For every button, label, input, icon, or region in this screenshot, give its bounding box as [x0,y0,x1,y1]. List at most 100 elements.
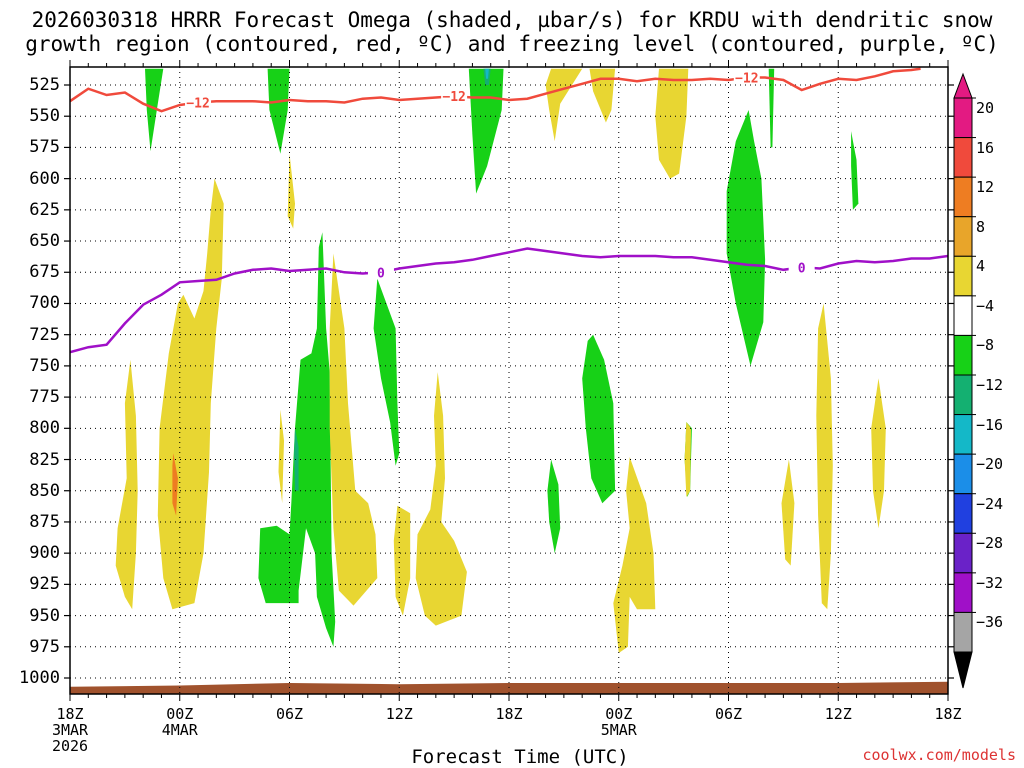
frz-label-0: 0 [377,266,385,281]
ytick-label: 575 [29,137,60,158]
xtick-label: 18Z [469,706,549,754]
xtick-label: 18Z [934,705,962,723]
colorbar-label: −4 [976,296,995,315]
omega-region-2 [468,68,504,194]
ytick-label: 550 [29,106,60,127]
colorbar-label: −16 [976,415,1004,434]
site-credit: coolwx.com/models [862,746,1016,764]
dgz-label-2-bg [733,69,760,85]
xtick-sub1 [469,722,549,738]
xtick-label: 18Z 3MAR 2026 [30,706,110,754]
dgz-label-0: −12 [186,96,209,111]
colorbar-top-arrow [953,72,973,99]
colorbar-label: 20 [976,99,995,117]
ytick-label: 750 [29,355,60,376]
xtick-sub1: 5MAR [600,721,637,739]
colorbar-label: −8 [976,336,995,355]
colorbar-segment-12 [953,572,973,613]
colorbar-segment-11 [953,532,973,574]
ytick-label: 625 [29,199,60,220]
colorbar-segment-6 [953,334,973,376]
colorbar-segment-1 [953,137,973,178]
colorbar-label: −36 [976,613,1004,632]
chart-title-line-1: 2026030318 HRRR Forecast Omega (shaded, … [31,8,993,32]
colorbar-segment-13 [953,611,973,653]
omega-region-18 [157,178,224,610]
dgz-label-2: −12 [735,72,758,87]
xtick-label: 06Z [275,705,304,723]
colorbar-label: −28 [976,534,1004,553]
colorbar-segment-9 [953,453,973,495]
ytick-label: 675 [29,262,60,283]
colorbar-segment-4 [953,255,973,297]
xtick-sub1 [798,722,878,738]
plot-area: −12 −12 −12 0 0 [70,67,948,694]
colorbar-label: −20 [976,455,1004,474]
ytick-label: 850 [29,480,60,501]
omega-region-15 [589,68,616,123]
omega-region-29 [684,422,691,497]
colorbar-label: 4 [976,257,986,276]
xtick-label: 18Z [908,706,988,754]
ytick-label: 525 [29,75,60,95]
ytick-label: 875 [29,511,60,532]
omega-region-1 [267,68,290,154]
xtick-label: 00Z 5MAR [579,706,659,754]
omega-region-25 [613,457,656,653]
omega-region-28 [871,378,886,529]
omega-region-20 [115,359,138,610]
omega-region-19 [172,453,178,516]
dgz-label-1: −12 [442,90,465,105]
ytick-label: 700 [29,293,60,314]
colorbar-segment-2 [953,176,973,218]
dgz-label-0-bg [185,94,212,110]
xtick-label: 06Z [714,705,743,723]
ytick-label: 725 [29,324,60,345]
colorbar-label: 8 [976,217,986,236]
omega-region-7 [851,131,859,210]
xtick-sub1: 4MAR [161,721,198,739]
xtick-sub1: 3MAR [51,721,89,739]
ytick-label: 925 [29,574,60,595]
omega-region-21 [329,253,378,606]
xtick-label: 18Z [56,705,84,723]
colorbar-bottom-arrow [953,651,973,689]
x-axis-label: Forecast Time (UTC) [411,746,629,768]
ytick-label: 800 [29,418,60,439]
omega-region-4 [485,68,489,79]
xtick-label: 18Z [495,705,523,723]
omega-region-16 [655,68,689,179]
omega-region-17 [287,153,295,229]
frz-label-1: 0 [798,261,806,276]
xtick-label: 06Z [689,706,769,754]
xtick-sub1 [908,722,988,738]
xtick-sub2 [140,738,220,754]
chart-title-line-2: growth region (contoured, red, ºC) and f… [25,32,999,56]
xtick-label: 00Z [166,705,194,723]
omega-region-24 [393,505,411,616]
xtick-label: 12Z [798,706,878,754]
ytick-label: 950 [29,605,60,626]
omega-region-0 [145,68,164,152]
ytick-label: 775 [29,387,60,408]
xtick-sub2 [250,738,330,754]
ytick-label: 1000 [19,668,60,688]
xtick-label: 06Z [250,706,330,754]
colorbar-label: 16 [976,138,995,157]
omega-region-9 [294,428,299,491]
frz-label-1-bg [788,259,815,275]
xtick-label: 00Z 4MAR [140,706,220,754]
omega-region-22 [278,409,284,504]
omega-region-23 [415,372,467,626]
ytick-label: 600 [29,168,60,189]
colorbar-segment-5 [953,295,973,336]
ytick-label: 825 [29,449,60,470]
xtick-label: 12Z [359,706,439,754]
omega-region-5 [768,68,775,148]
colorbar-segment-7 [953,374,973,416]
dgz-minus12-contour [70,67,921,113]
ytick-label: 650 [29,231,60,252]
ytick-label: 900 [29,543,60,564]
colorbar-label: 12 [976,178,995,197]
